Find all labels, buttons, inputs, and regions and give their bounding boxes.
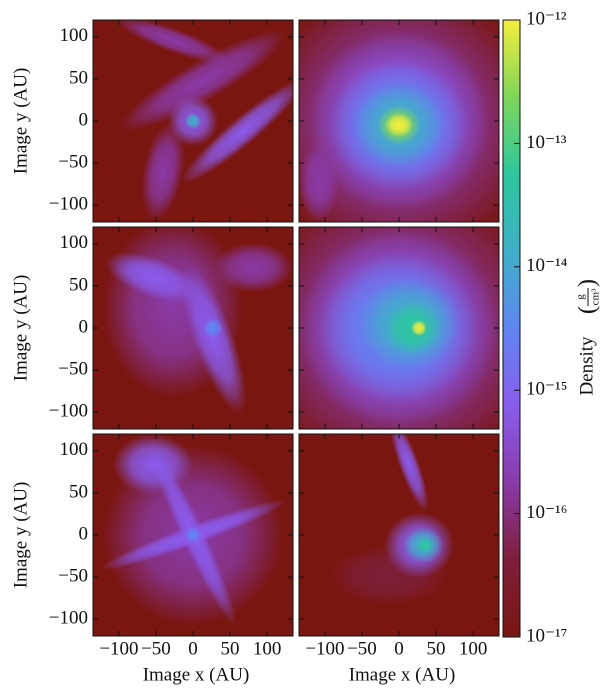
- y-tick-label: 0: [79, 109, 89, 130]
- colorbar-tick-label: 10⁻¹²: [526, 8, 567, 29]
- x-axis-label: Image x (AU): [349, 664, 456, 685]
- density-feature: [185, 113, 201, 129]
- y-tick-label: −50: [58, 565, 88, 586]
- density-feature: [181, 78, 293, 184]
- colorbar-tick-label: 10⁻¹⁶: [526, 502, 567, 523]
- colorbar-tick-label: 10⁻¹³: [526, 132, 567, 153]
- colorbar-tick-label: 10⁻¹⁵: [526, 379, 567, 400]
- y-tick-label: −100: [49, 194, 88, 215]
- y-tick-label: −100: [49, 401, 88, 422]
- unit-numerator: g: [575, 294, 587, 300]
- density-map: [93, 434, 293, 636]
- colorbar-title: Density: [576, 336, 597, 396]
- y-tick-label: 0: [79, 523, 89, 544]
- density-map: [93, 227, 293, 429]
- y-tick-label: 50: [69, 481, 88, 502]
- colorbar: [502, 19, 521, 638]
- x-tick-label: −50: [347, 638, 377, 659]
- colorbar-tick-label: 10⁻¹⁴: [526, 255, 568, 276]
- density-map: [299, 20, 499, 222]
- y-axis-label: Image y (AU): [10, 275, 31, 382]
- x-tick-label: 50: [221, 638, 240, 659]
- y-tick-label: −50: [58, 151, 88, 172]
- density-feature: [185, 527, 201, 543]
- density-feature: [213, 242, 293, 293]
- density-map: [299, 434, 499, 636]
- density-feature: [179, 262, 247, 414]
- y-tick-label: 50: [69, 67, 88, 88]
- x-tick-label: −50: [141, 638, 171, 659]
- y-tick-label: 100: [60, 232, 89, 253]
- density-map: [299, 227, 499, 429]
- x-tick-label: 100: [253, 638, 282, 659]
- y-axis-label: Image y (AU): [10, 482, 31, 589]
- x-tick-label: −100: [305, 638, 344, 659]
- unit-denominator: cm³: [590, 288, 602, 305]
- density-feature: [417, 537, 433, 554]
- density-feature: [299, 141, 339, 222]
- y-axis-label: Image y (AU): [10, 68, 31, 175]
- y-tick-label: −50: [58, 358, 88, 379]
- colorbar-tick-label: 10⁻¹⁷: [526, 625, 567, 646]
- y-tick-label: 0: [79, 316, 89, 337]
- paren: ): [575, 279, 601, 287]
- x-tick-label: −100: [99, 638, 138, 659]
- density-feature: [120, 30, 286, 132]
- x-tick-label: 0: [188, 638, 198, 659]
- density-feature: [141, 122, 185, 221]
- density-map: [93, 20, 293, 222]
- y-tick-label: 100: [60, 439, 89, 460]
- density-feature: [105, 252, 201, 303]
- paren: (: [575, 306, 601, 314]
- colorbar-label: Density ( g cm³ ): [575, 279, 602, 396]
- y-tick-label: 50: [69, 274, 88, 295]
- density-feature: [116, 20, 230, 64]
- density-feature: [389, 434, 429, 512]
- density-feature: [203, 318, 223, 338]
- x-tick-label: 0: [394, 638, 404, 659]
- x-axis-label: Image x (AU): [143, 664, 250, 685]
- density-feature: [385, 113, 413, 138]
- x-tick-label: 50: [427, 638, 446, 659]
- density-feature: [113, 434, 193, 495]
- density-feature: [411, 320, 427, 336]
- y-tick-label: 100: [60, 25, 89, 46]
- x-tick-label: 100: [459, 638, 488, 659]
- y-tick-label: −100: [49, 608, 88, 629]
